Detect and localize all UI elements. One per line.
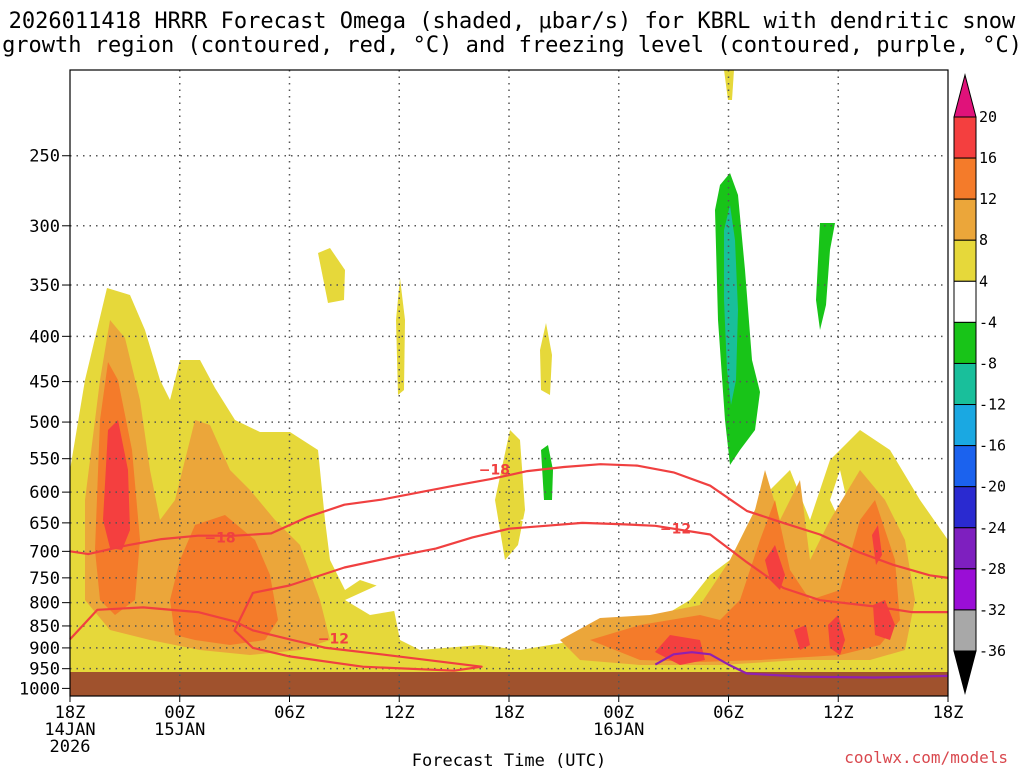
omega-minus4-blob-20z	[541, 445, 553, 500]
colorbar-swatch	[953, 280, 977, 323]
colorbar-label: -16	[979, 437, 1006, 455]
omega-zero-hole-3	[520, 500, 700, 550]
grid	[70, 70, 948, 696]
colorbar-swatch	[953, 445, 977, 488]
omega-4-top-sliver	[724, 70, 734, 100]
omega-8-region-a	[85, 320, 330, 655]
colorbar-label: 20	[979, 108, 997, 126]
omega-4-spike-20z	[540, 323, 552, 395]
x-tick-label: 16JAN	[593, 720, 644, 740]
omega-4-spike-12z	[396, 278, 405, 395]
omega-zero-hole-1	[345, 540, 690, 625]
contour-label: −18	[479, 463, 510, 479]
y-tick-label: 350	[29, 276, 60, 296]
x-tick-label: 15JAN	[154, 720, 205, 740]
x-tick-label: 00Z	[603, 703, 634, 723]
omega-minus8-core	[724, 205, 738, 405]
freezing-level-line	[654, 651, 949, 679]
y-tick-label: 900	[29, 639, 60, 659]
y-tick-label: 800	[29, 594, 60, 614]
y-tick-label: 950	[29, 660, 60, 680]
y-tick-label: 600	[29, 483, 60, 503]
omega-12-region-c	[590, 500, 900, 662]
colorbar-label: -8	[979, 354, 997, 372]
x-tick-label: 06Z	[713, 703, 744, 723]
colorbar-swatch	[953, 321, 977, 364]
y-tick-label: 850	[29, 617, 60, 637]
x-tick-label: 18Z	[494, 703, 525, 723]
omega-16-region-g	[794, 625, 810, 650]
y-tick-label: 750	[29, 569, 60, 589]
colorbar-swatch	[953, 157, 977, 200]
omega-16-region-f	[872, 525, 882, 565]
omega-zero-hole-2	[410, 600, 445, 640]
colorbar-swatch	[953, 239, 977, 282]
y-tick-label: 300	[29, 217, 60, 237]
colorbar-label: 16	[979, 149, 997, 167]
y-tick-label: 250	[29, 147, 60, 167]
x-tick-label: 2026	[50, 737, 91, 757]
y-tick-label: 400	[29, 327, 60, 347]
y-tick-label: 650	[29, 514, 60, 534]
colorbar-label: -12	[979, 396, 1006, 414]
colorbar-swatch	[953, 198, 977, 241]
dgz-minus18	[69, 463, 949, 579]
y-tick-label: 450	[29, 373, 60, 393]
y-axis: 2503003504004505005506006507007508008509…	[19, 147, 70, 699]
contour-label: −12	[318, 631, 349, 647]
x-tick-label: 00Z	[164, 703, 195, 723]
colorbar-swatch	[953, 609, 977, 652]
omega-4-upper-blob	[318, 248, 345, 303]
colorbar-label: -28	[979, 560, 1006, 578]
dgz-minus12-lower	[69, 521, 948, 672]
x-tick-label: 14JAN	[44, 720, 95, 740]
contour-label: −18	[204, 530, 235, 546]
y-tick-label: 500	[29, 413, 60, 433]
colorbar-label: 8	[979, 231, 988, 249]
colorbar-label: -4	[979, 313, 997, 331]
colorbar-label: -32	[979, 601, 1006, 619]
y-tick-label: 1000	[19, 679, 60, 699]
colorbar-label: 12	[979, 190, 997, 208]
contours: −18 −18 −12 −12	[69, 463, 949, 679]
x-tick-label: 06Z	[274, 703, 305, 723]
colorbar-swatch	[953, 116, 977, 159]
x-axis-label: Forecast Time (UTC)	[412, 751, 606, 768]
chart-title-line-1: 2026011418 HRRR Forecast Omega (shaded, …	[8, 9, 1016, 34]
omega-minus4-col-12z	[816, 223, 835, 330]
contour-label: −12	[660, 522, 691, 538]
omega-16-region-d	[828, 615, 845, 655]
colorbar-swatch	[953, 568, 977, 611]
omega-16-region-a	[103, 420, 130, 550]
y-tick-label: 550	[29, 450, 60, 470]
colorbar-min-arrow	[953, 650, 977, 695]
colorbar-max-arrow	[953, 73, 977, 118]
omega-shading	[70, 70, 948, 672]
colorbar-swatch	[953, 404, 977, 447]
chart-title-line-2: growth region (contoured, red, °C) and f…	[2, 33, 1022, 58]
colorbar-label: 4	[979, 272, 988, 290]
x-tick-label: 12Z	[823, 703, 854, 723]
x-tick-label: 18Z	[55, 703, 86, 723]
colorbar-label: -36	[979, 642, 1006, 660]
omega-4-col-18z	[495, 430, 525, 560]
colorbar-swatch	[953, 527, 977, 570]
omega-16-region-e	[873, 600, 895, 640]
credit-link[interactable]: coolwx.com/models	[844, 748, 1008, 767]
colorbar-label: -20	[979, 478, 1006, 496]
x-tick-label: 18Z	[933, 703, 964, 723]
y-tick-label: 700	[29, 542, 60, 562]
colorbar: 20 16 12 8 4 -4 -8 -12 -16 -20 -24 -28 -32 -36	[953, 73, 1006, 695]
colorbar-swatch	[953, 362, 977, 406]
x-tick-label: 12Z	[384, 703, 415, 723]
colorbar-swatch	[953, 486, 977, 529]
colorbar-label: -24	[979, 519, 1006, 537]
